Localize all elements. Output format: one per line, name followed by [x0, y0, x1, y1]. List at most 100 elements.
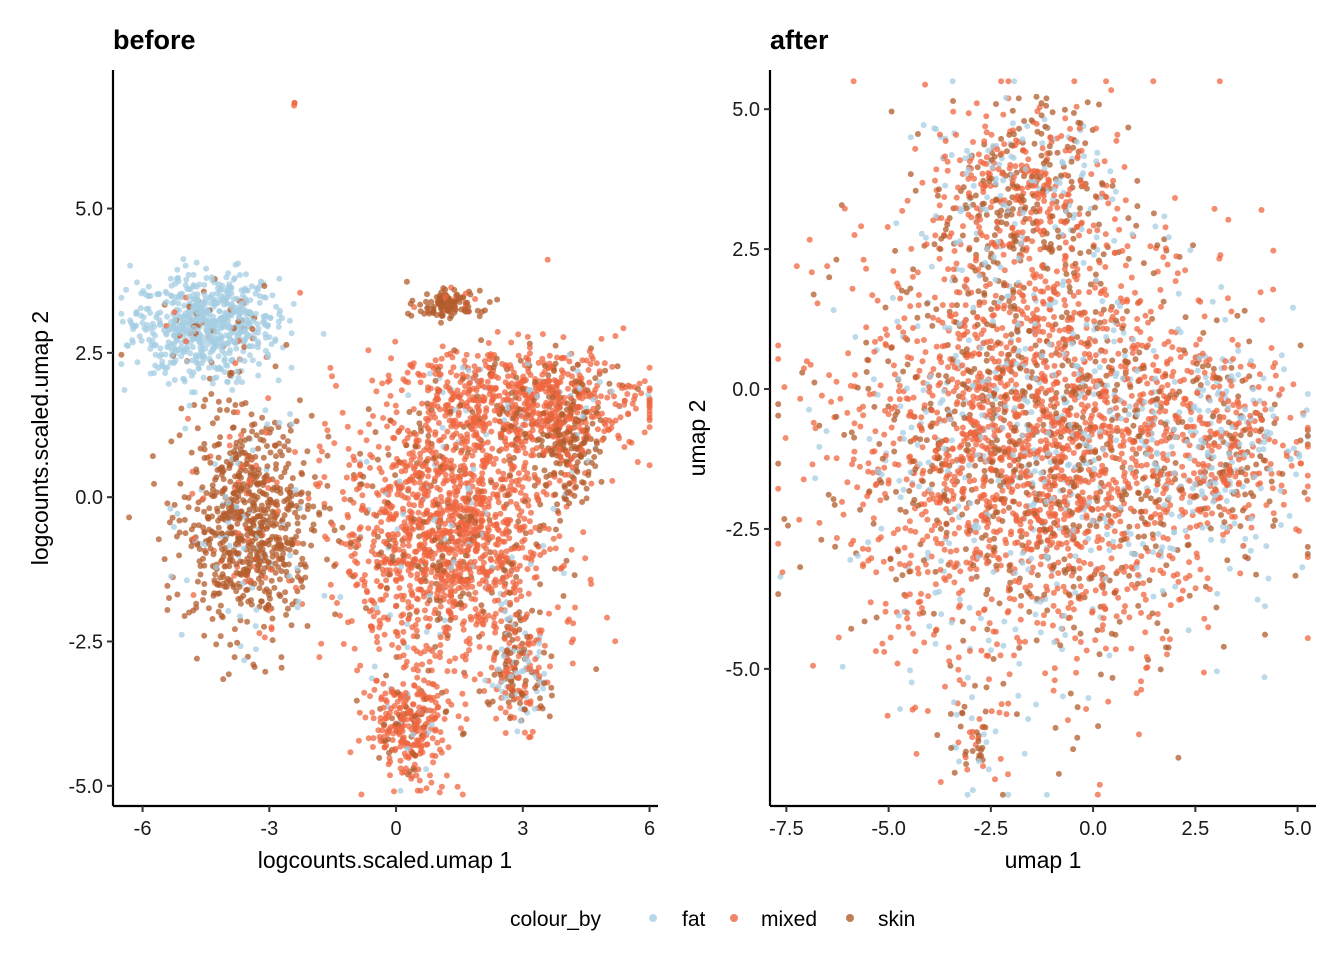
- point-mixed: [417, 787, 424, 794]
- point-mixed: [479, 577, 486, 584]
- point-fat: [201, 291, 208, 298]
- point-skin: [571, 388, 578, 394]
- point-skin: [541, 649, 548, 656]
- point-mixed: [629, 400, 636, 407]
- point-fat: [426, 370, 433, 377]
- point-mixed: [364, 589, 371, 596]
- point-skin: [299, 471, 306, 478]
- point-mixed: [444, 379, 451, 386]
- point-mixed: [381, 538, 388, 545]
- point-mixed: [474, 352, 481, 359]
- point-skin: [260, 482, 267, 488]
- point-mixed: [590, 405, 597, 412]
- point-mixed: [506, 703, 513, 710]
- point-skin: [403, 278, 410, 285]
- point-skin: [213, 474, 220, 481]
- point-skin: [276, 537, 283, 543]
- point-mixed: [477, 671, 484, 678]
- point-skin: [532, 464, 538, 471]
- point-mixed: [470, 506, 477, 513]
- point-fat: [253, 606, 260, 613]
- point-skin: [539, 705, 546, 712]
- point-fat: [183, 577, 190, 584]
- point-mixed: [434, 704, 441, 711]
- point-fat: [889, 294, 896, 301]
- point-skin: [280, 551, 287, 557]
- point-fat: [118, 361, 125, 368]
- point-fat: [168, 282, 175, 289]
- point-mixed: [461, 389, 468, 396]
- point-skin: [271, 584, 278, 591]
- point-skin: [437, 615, 443, 622]
- point-fat: [232, 261, 239, 268]
- point-mixed: [463, 638, 470, 645]
- point-mixed: [539, 418, 546, 425]
- point-fat: [124, 342, 131, 349]
- point-mixed: [551, 416, 558, 423]
- point-mixed: [498, 618, 505, 625]
- point-mixed: [406, 450, 413, 457]
- point-mixed: [401, 535, 408, 542]
- point-skin: [456, 467, 463, 474]
- point-mixed: [403, 694, 410, 701]
- point-mixed: [586, 348, 593, 355]
- point-mixed: [498, 446, 505, 453]
- point-mixed: [601, 428, 608, 435]
- point-skin: [273, 453, 279, 460]
- point-mixed: [381, 558, 388, 565]
- point-skin: [194, 425, 201, 432]
- point-mixed: [437, 514, 444, 520]
- point-skin: [176, 552, 183, 559]
- point-mixed: [472, 547, 479, 554]
- point-skin: [285, 521, 291, 528]
- point-skin: [262, 510, 269, 517]
- point-mixed: [427, 414, 434, 421]
- point-mixed: [408, 509, 415, 516]
- point-skin: [558, 469, 565, 476]
- point-mixed: [507, 624, 513, 631]
- point-mixed: [423, 785, 430, 792]
- point-mixed: [415, 685, 422, 692]
- point-mixed: [511, 463, 518, 470]
- point-mixed: [400, 611, 407, 618]
- point-skin: [288, 622, 295, 629]
- point-mixed: [498, 431, 505, 438]
- point-fat: [269, 292, 276, 299]
- point-skin: [973, 236, 980, 243]
- point-mixed: [501, 635, 508, 642]
- point-mixed: [375, 492, 382, 498]
- point-mixed: [401, 519, 408, 526]
- point-fat: [224, 379, 231, 386]
- point-fat: [207, 357, 214, 364]
- point-mixed: [495, 375, 502, 381]
- point-mixed: [418, 502, 424, 509]
- point-mixed: [1042, 670, 1049, 677]
- point-mixed: [377, 583, 384, 590]
- point-mixed: [382, 476, 389, 483]
- point-skin: [300, 514, 307, 521]
- point-skin: [324, 482, 331, 489]
- point-mixed: [494, 494, 501, 501]
- point-skin: [256, 562, 263, 569]
- point-skin: [227, 550, 234, 557]
- point-skin: [476, 688, 483, 695]
- point-skin: [321, 504, 328, 511]
- point-skin: [458, 306, 465, 313]
- point-mixed: [539, 331, 546, 338]
- point-fat: [189, 389, 195, 396]
- point-skin: [324, 452, 331, 459]
- point-mixed: [450, 463, 457, 470]
- point-mixed: [1115, 594, 1122, 601]
- point-fat: [198, 360, 205, 367]
- point-mixed: [521, 729, 528, 736]
- point-mixed: [457, 421, 464, 428]
- point-fat: [252, 310, 259, 317]
- point-mixed: [410, 465, 417, 472]
- point-mixed: [454, 783, 461, 790]
- point-mixed: [404, 495, 411, 502]
- point-skin: [316, 511, 323, 518]
- point-mixed: [1062, 376, 1069, 383]
- point-mixed: [475, 435, 482, 442]
- point-skin: [263, 491, 270, 498]
- point-mixed: [528, 433, 535, 440]
